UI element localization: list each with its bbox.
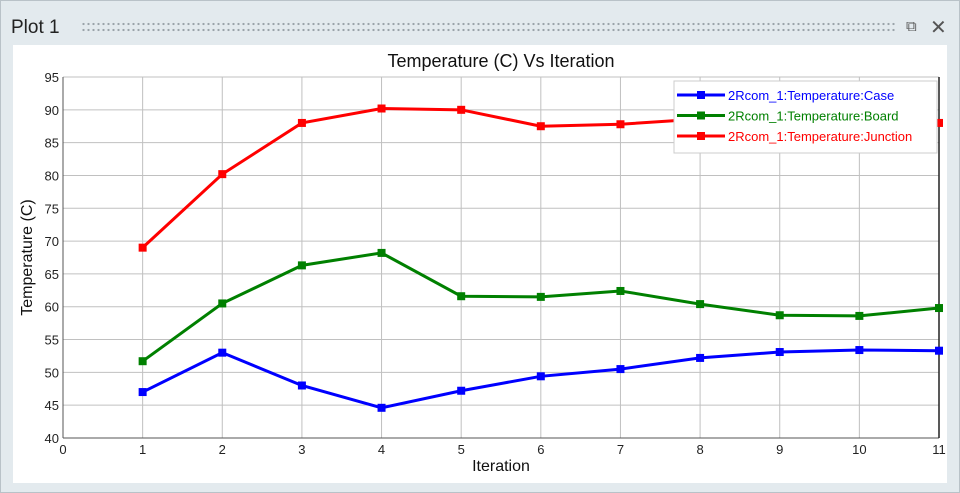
data-point <box>138 243 147 252</box>
data-point <box>138 357 147 366</box>
data-point <box>297 261 306 270</box>
y-tick-label: 40 <box>45 431 59 446</box>
close-icon[interactable]: ✕ <box>930 17 947 39</box>
y-tick-label: 70 <box>45 234 59 249</box>
data-point <box>297 381 306 390</box>
y-tick-label: 50 <box>45 365 59 380</box>
x-tick-label: 11 <box>932 442 946 457</box>
data-point <box>218 299 227 308</box>
x-tick-label: 4 <box>378 442 385 457</box>
y-tick-label: 75 <box>45 201 59 216</box>
data-point <box>536 372 545 381</box>
data-point <box>377 403 386 412</box>
legend-entry: 2Rcom_1:Temperature:Board <box>728 109 899 124</box>
data-point <box>536 292 545 301</box>
restore-icon[interactable]: ⧉ <box>906 18 917 35</box>
y-tick-label: 95 <box>45 70 59 85</box>
y-tick-label: 45 <box>45 398 59 413</box>
data-point <box>855 311 864 320</box>
y-tick-label: 55 <box>45 333 59 348</box>
data-point <box>457 292 466 301</box>
plot-panel: 0 1 2 3 4 5 6 7 8 9 10 11 40 45 50 55 60 65 70 75 80 85 90 95 Te… <box>13 45 947 483</box>
x-tick-label: 8 <box>696 442 703 457</box>
data-point <box>616 120 625 129</box>
data-point <box>855 346 864 355</box>
drag-handle[interactable] <box>81 21 897 33</box>
y-tick-label: 65 <box>45 267 59 282</box>
plot-window-header: Plot 1 ⧉ ✕ <box>1 13 960 43</box>
data-point <box>935 118 943 127</box>
data-point <box>696 353 705 362</box>
data-point <box>696 300 705 309</box>
x-tick-label: 6 <box>537 442 544 457</box>
data-point <box>138 388 147 397</box>
y-tick-label: 90 <box>45 103 59 118</box>
y-tick-label: 80 <box>45 168 59 183</box>
data-point <box>377 248 386 257</box>
x-tick-label: 0 <box>59 442 66 457</box>
data-point <box>616 365 625 374</box>
x-tick-label: 3 <box>298 442 305 457</box>
legend-marker <box>697 111 705 120</box>
y-axis-label: Temperature (C) <box>19 199 36 315</box>
legend-marker <box>697 132 705 140</box>
y-tick-label: 60 <box>45 300 59 315</box>
data-point <box>935 304 943 313</box>
data-point <box>775 348 784 357</box>
data-point <box>218 348 227 357</box>
x-tick-label: 10 <box>852 442 866 457</box>
x-axis-label: Iteration <box>472 458 530 475</box>
legend-marker <box>697 91 705 99</box>
data-point <box>536 122 545 131</box>
legend-entry: 2Rcom_1:Temperature:Junction <box>728 129 912 144</box>
x-tick-label: 7 <box>617 442 624 457</box>
data-point <box>377 104 386 113</box>
x-tick-label: 5 <box>458 442 465 457</box>
data-point <box>457 386 466 395</box>
x-tick-label: 9 <box>776 442 783 457</box>
data-point <box>457 105 466 114</box>
y-tick-label: 85 <box>45 136 59 151</box>
line-chart: 0 1 2 3 4 5 6 7 8 9 10 11404550556065707580859095Te… <box>19 51 946 475</box>
x-tick-label: 2 <box>219 442 226 457</box>
data-point <box>935 346 943 355</box>
legend-entry: 2Rcom_1:Temperature:Case <box>728 88 894 103</box>
data-point <box>775 311 784 320</box>
data-point <box>218 170 227 179</box>
data-point <box>297 118 306 127</box>
x-tick-label: 1 <box>139 442 146 457</box>
plot-window-title: Plot 1 <box>11 17 60 38</box>
data-point <box>616 286 625 295</box>
chart-title: Temperature (C) Vs Iteration <box>387 51 614 71</box>
